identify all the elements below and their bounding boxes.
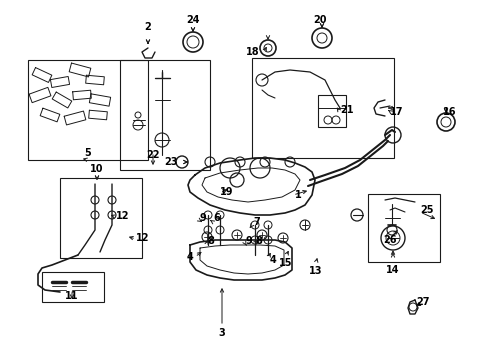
Text: 23: 23 bbox=[164, 157, 178, 167]
Text: 12: 12 bbox=[116, 211, 129, 221]
Text: 9: 9 bbox=[244, 236, 251, 246]
Text: 10: 10 bbox=[90, 164, 103, 174]
Bar bbox=[28, 60, 148, 160]
Bar bbox=[317, 95, 346, 127]
Bar bbox=[120, 60, 209, 170]
Text: 4: 4 bbox=[186, 252, 193, 262]
Text: 7: 7 bbox=[252, 217, 259, 227]
Text: 20: 20 bbox=[313, 15, 326, 25]
Text: 1: 1 bbox=[294, 190, 301, 200]
Text: 2: 2 bbox=[144, 22, 151, 32]
Text: 6: 6 bbox=[213, 213, 219, 223]
Text: 8: 8 bbox=[206, 236, 213, 246]
Text: 16: 16 bbox=[442, 107, 456, 117]
Text: 13: 13 bbox=[308, 266, 322, 276]
Text: 8: 8 bbox=[254, 236, 262, 246]
Text: 22: 22 bbox=[146, 150, 160, 160]
Text: 18: 18 bbox=[246, 47, 260, 57]
Text: 11: 11 bbox=[65, 291, 79, 301]
Text: 15: 15 bbox=[279, 258, 292, 268]
Text: 19: 19 bbox=[220, 187, 233, 197]
Bar bbox=[42, 272, 104, 302]
Text: 26: 26 bbox=[383, 235, 396, 245]
Text: 27: 27 bbox=[415, 297, 428, 307]
Text: 4: 4 bbox=[269, 255, 276, 265]
Text: 21: 21 bbox=[339, 105, 353, 115]
Text: 17: 17 bbox=[389, 107, 403, 117]
Text: 12: 12 bbox=[136, 233, 149, 243]
Text: 5: 5 bbox=[84, 148, 91, 158]
Text: 25: 25 bbox=[419, 205, 433, 215]
Text: 24: 24 bbox=[186, 15, 199, 25]
Text: 9: 9 bbox=[199, 213, 205, 223]
Bar bbox=[251, 58, 393, 158]
Text: 3: 3 bbox=[218, 328, 225, 338]
Bar bbox=[367, 194, 439, 262]
Bar bbox=[60, 178, 142, 258]
Text: 14: 14 bbox=[386, 265, 399, 275]
